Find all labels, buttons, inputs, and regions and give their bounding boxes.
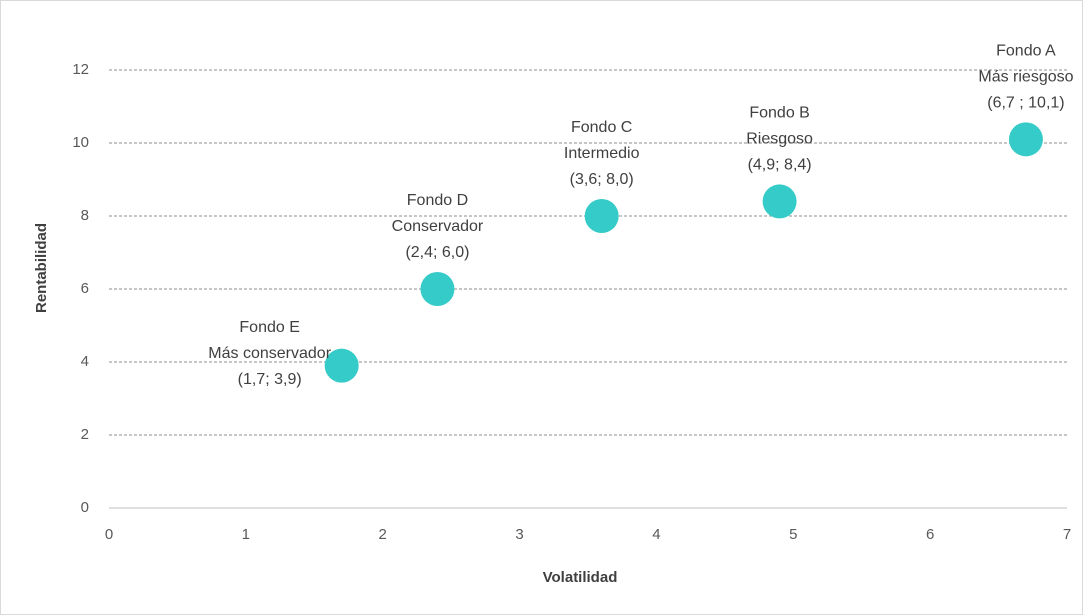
point-label: Fondo E bbox=[239, 319, 299, 336]
x-axis-title: Volatilidad bbox=[543, 569, 618, 586]
point-label: Fondo B bbox=[749, 105, 809, 122]
x-tick-label: 0 bbox=[105, 526, 113, 543]
x-tick-label: 7 bbox=[1063, 526, 1071, 543]
point-label: (1,7; 3,9) bbox=[238, 371, 302, 388]
x-tick-label: 2 bbox=[379, 526, 387, 543]
point bbox=[584, 199, 619, 233]
point-label: Conservador bbox=[392, 218, 484, 235]
point-label: Fondo C bbox=[571, 119, 632, 136]
point-label: (3,6; 8,0) bbox=[570, 171, 634, 188]
x-tick-label: 4 bbox=[652, 526, 660, 543]
y-tick-label: 4 bbox=[81, 353, 89, 370]
y-tick-label: 8 bbox=[81, 207, 89, 224]
point bbox=[420, 272, 455, 306]
point bbox=[762, 184, 797, 219]
point-label: (2,4; 6,0) bbox=[405, 244, 469, 261]
y-tick-label: 12 bbox=[72, 61, 89, 78]
y-axis-title: Rentabilidad bbox=[33, 223, 50, 313]
point-label: Más riesgoso bbox=[978, 69, 1073, 86]
point-label: (6,7 ; 10,1) bbox=[987, 95, 1064, 112]
point bbox=[324, 348, 359, 383]
y-tick-label: 2 bbox=[81, 426, 89, 443]
point bbox=[1008, 122, 1043, 157]
x-tick-label: 3 bbox=[515, 526, 523, 543]
x-tick-label: 6 bbox=[926, 526, 934, 543]
point-label: Fondo A bbox=[996, 43, 1056, 60]
point-label: Intermedio bbox=[564, 145, 640, 162]
point-label: Más conservador bbox=[208, 345, 331, 362]
y-tick-label: 6 bbox=[81, 280, 89, 297]
x-tick-label: 1 bbox=[242, 526, 250, 543]
x-tick-label: 5 bbox=[789, 526, 797, 543]
point-label: Riesgoso bbox=[746, 131, 813, 148]
point-label: (4,9; 8,4) bbox=[748, 157, 812, 174]
y-tick-label: 0 bbox=[81, 499, 89, 516]
y-tick-label: 10 bbox=[72, 134, 89, 151]
point-label: Fondo D bbox=[407, 192, 468, 209]
